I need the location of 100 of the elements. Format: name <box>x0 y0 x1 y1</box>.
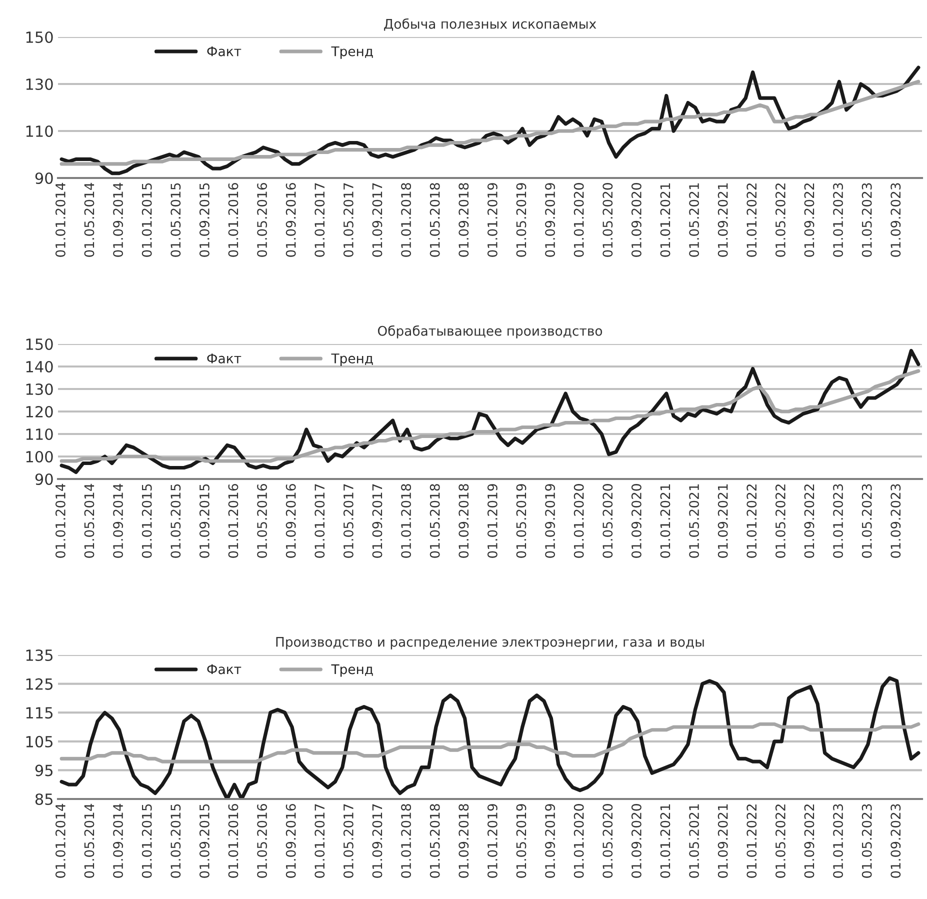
y-tick-label: 90 <box>35 172 53 184</box>
y-tick-label: 135 <box>26 649 52 662</box>
y-tick-label: 120 <box>26 406 53 418</box>
x-tick-label: 01.01.2020 <box>574 183 584 257</box>
x-tick-label: 01.01.2019 <box>487 484 498 558</box>
y-tick-label: 150 <box>26 338 53 350</box>
x-tick-label: 01.09.2018 <box>458 183 469 257</box>
x-tick-label: 01.09.2017 <box>372 804 382 878</box>
x-tick-label: 01.09.2020 <box>631 183 642 257</box>
x-tick-label: 01.01.2020 <box>574 484 584 558</box>
x-tick-label: 01.01.2023 <box>833 484 844 558</box>
x-tick-label: 01.01.2017 <box>314 183 325 257</box>
x-tick-label: 01.05.2021 <box>689 484 700 558</box>
x-tick-label: 01.01.2016 <box>228 484 238 558</box>
x-tick-label: 01.05.2014 <box>84 182 94 257</box>
legend-label: Тренд <box>331 46 373 59</box>
line-series <box>60 676 920 799</box>
line-series <box>60 80 920 166</box>
x-tick-label: 01.05.2022 <box>775 183 786 257</box>
x-tick-label: 01.05.2015 <box>170 484 181 558</box>
x-tick-label: 01.05.2019 <box>516 484 526 558</box>
x-tick-label: 01.05.2014 <box>84 804 94 878</box>
x-tick-label: 01.05.2015 <box>170 804 181 878</box>
x-tick-label: 01.09.2022 <box>804 183 814 257</box>
x-tick-label: 01.01.2018 <box>401 804 412 878</box>
x-tick-label: 01.05.2017 <box>343 804 354 878</box>
x-tick-label: 01.01.2021 <box>660 804 670 878</box>
y-tick-label: 150 <box>26 31 53 44</box>
x-tick-label: 01.09.2021 <box>718 804 728 878</box>
x-tick-label: 01.09.2017 <box>372 183 382 257</box>
x-tick-label: 01.01.2015 <box>142 484 152 558</box>
x-tick-label: 01.05.2017 <box>343 484 354 558</box>
legend-label: Факт <box>207 354 242 364</box>
x-tick-label: 01.05.2020 <box>602 804 613 878</box>
x-tick-label: 01.09.2020 <box>631 804 642 878</box>
x-tick-label: 01.09.2019 <box>545 804 556 878</box>
x-tick-label: 01.01.2016 <box>228 804 238 878</box>
x-tick-label: 01.01.2021 <box>660 183 670 257</box>
y-tick-label: 90 <box>35 473 53 486</box>
x-tick-label: 01.09.2015 <box>199 183 210 257</box>
x-tick-label: 01.05.2022 <box>775 484 786 558</box>
y-tick-label: 110 <box>26 428 53 440</box>
y-tick-label: 110 <box>26 125 53 138</box>
y-tick-label: 140 <box>26 360 53 373</box>
x-tick-label: 01.09.2021 <box>718 183 728 257</box>
x-tick-label: 01.05.2023 <box>862 484 872 558</box>
y-tick-label: 125 <box>26 678 52 690</box>
x-tick-label: 01.05.2018 <box>430 183 440 257</box>
x-tick-label: 01.05.2017 <box>343 183 354 257</box>
x-tick-label: 01.09.2023 <box>890 484 901 558</box>
x-tick-label: 01.01.2018 <box>401 183 412 257</box>
x-tick-label: 01.09.2016 <box>286 484 296 558</box>
x-tick-label: 01.09.2020 <box>631 484 642 558</box>
y-tick-label: 95 <box>35 764 52 776</box>
x-tick-label: 01.01.2015 <box>142 183 152 257</box>
x-tick-label: 01.09.2014 <box>113 182 124 257</box>
x-tick-label: 01.01.2019 <box>487 804 498 878</box>
x-tick-label: 01.05.2019 <box>516 183 526 257</box>
x-tick-label: 01.05.2016 <box>257 484 268 558</box>
x-tick-label: 01.01.2019 <box>487 183 498 257</box>
x-tick-label: 01.09.2022 <box>804 804 814 878</box>
x-tick-label: 01.09.2015 <box>199 484 210 558</box>
chart-title: Обрабатывающее производство <box>378 325 602 338</box>
x-tick-label: 01.05.2019 <box>516 804 526 878</box>
x-tick-label: 01.01.2022 <box>746 484 757 558</box>
legend-label: Факт <box>207 664 242 674</box>
y-tick-label: 85 <box>35 793 52 806</box>
legend-label: Факт <box>207 46 242 56</box>
x-tick-label: 01.05.2021 <box>689 183 700 257</box>
x-tick-label: 01.05.2022 <box>775 804 786 878</box>
chart-title: Производство и распределение электроэнергии, газа и воды <box>276 637 704 650</box>
x-tick-label: 01.09.2015 <box>199 804 210 878</box>
x-tick-label: 01.09.2017 <box>372 484 382 558</box>
x-tick-label: 01.05.2016 <box>257 804 268 878</box>
x-tick-label: 01.01.2023 <box>833 183 844 257</box>
x-tick-label: 01.01.2018 <box>401 484 412 558</box>
y-tick-label: 100 <box>26 450 53 463</box>
x-tick-label: 01.09.2021 <box>718 484 728 558</box>
x-tick-label: 01.01.2014 <box>55 182 66 257</box>
y-tick-label: 105 <box>26 736 52 748</box>
x-tick-label: 01.05.2023 <box>862 183 872 257</box>
x-tick-label: 01.09.2018 <box>458 804 469 878</box>
x-tick-label: 01.05.2016 <box>257 183 268 257</box>
y-tick-label: 130 <box>26 383 53 396</box>
x-tick-label: 01.05.2018 <box>430 804 440 878</box>
legend-label: Тренд <box>331 664 373 677</box>
x-tick-label: 01.05.2018 <box>430 484 440 558</box>
x-tick-label: 01.09.2014 <box>113 804 124 878</box>
x-tick-label: 01.01.2017 <box>314 484 325 558</box>
x-tick-label: 01.09.2023 <box>890 183 901 257</box>
x-tick-label: 01.05.2020 <box>602 484 613 558</box>
x-tick-label: 01.09.2016 <box>286 183 296 257</box>
x-tick-label: 01.01.2015 <box>142 804 152 878</box>
line-series <box>60 722 920 764</box>
line-series <box>60 369 920 463</box>
x-tick-label: 01.01.2017 <box>314 804 325 878</box>
x-tick-label: 01.05.2023 <box>862 804 872 878</box>
x-tick-label: 01.05.2015 <box>170 183 181 257</box>
x-tick-label: 01.01.2022 <box>746 183 757 257</box>
chart-title: Добыча полезных ископаемых <box>384 18 596 31</box>
